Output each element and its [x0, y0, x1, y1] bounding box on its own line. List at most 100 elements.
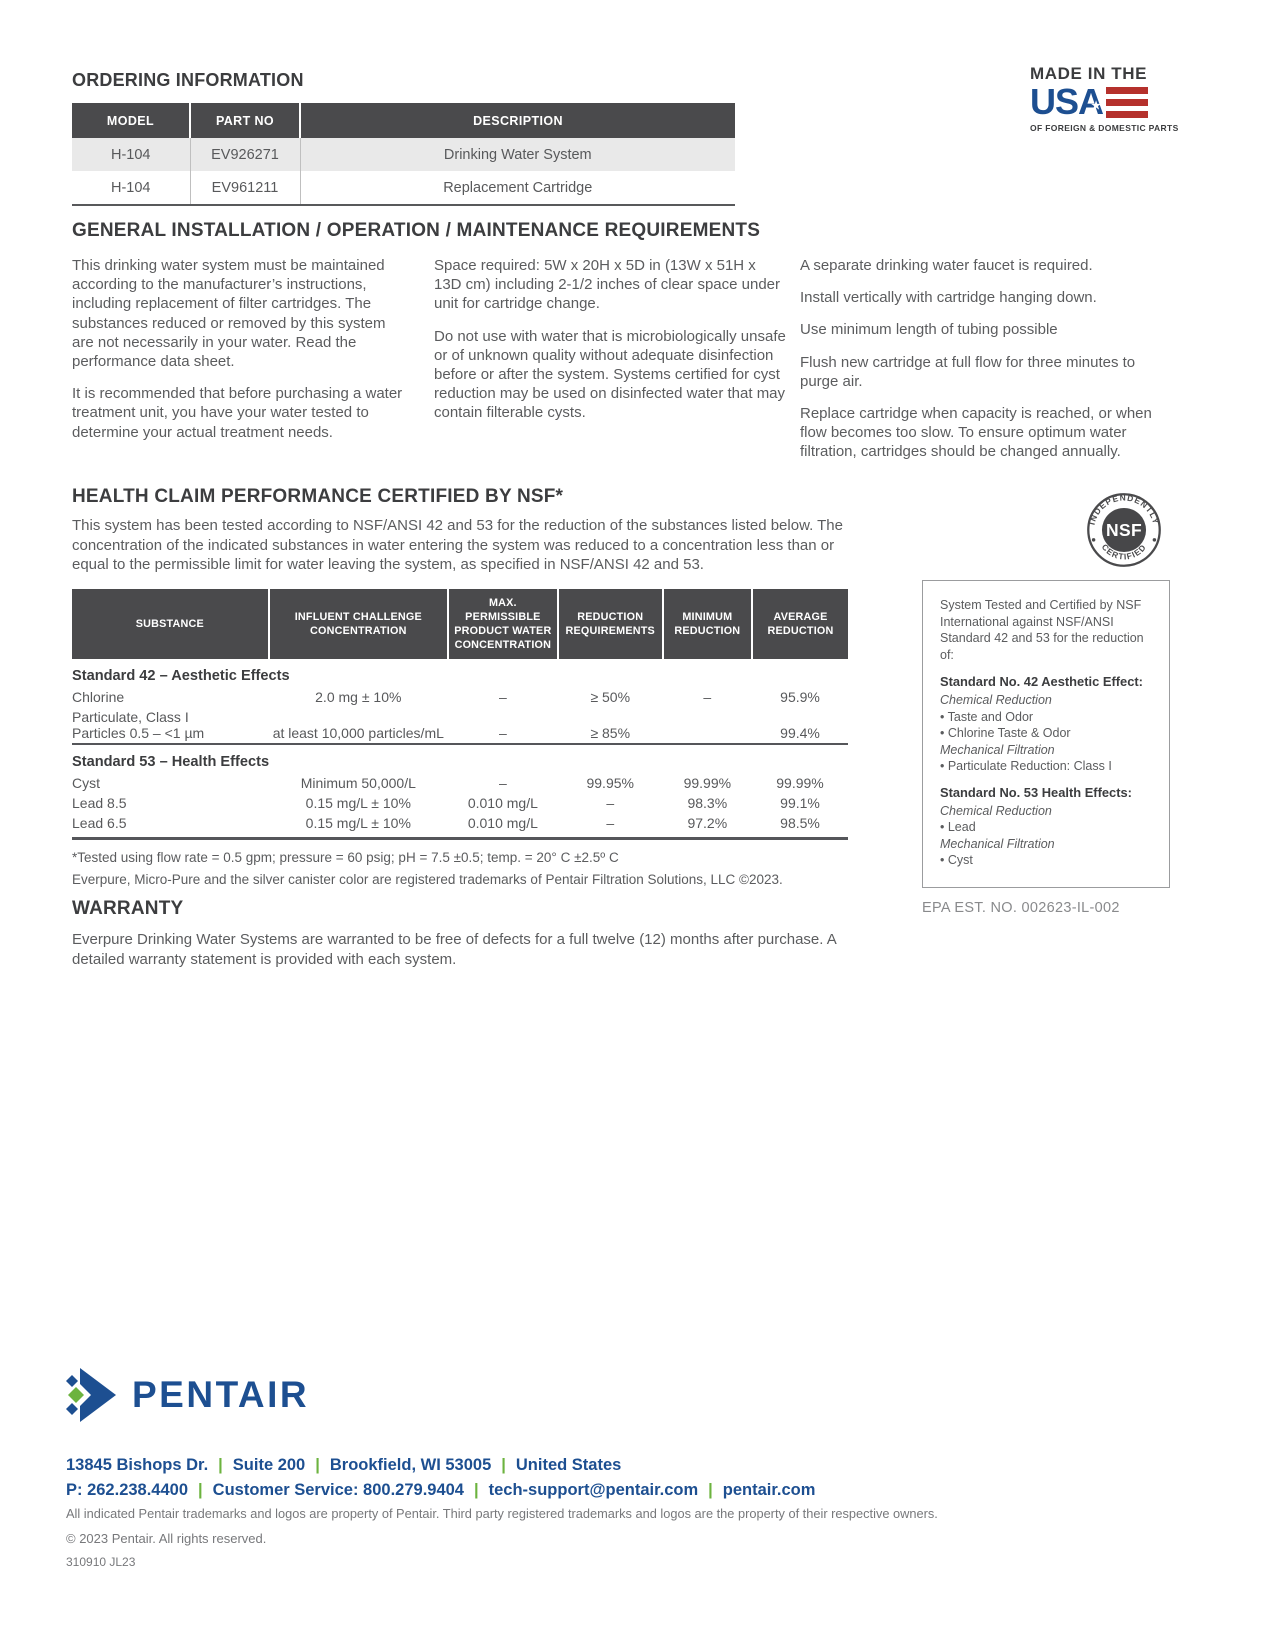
- table-row: H-104 EV961211 Replacement Cartridge: [72, 171, 735, 205]
- page-footer: PENTAIR 13845 Bishops Dr. | Suite 200 | Broo…: [66, 1366, 1216, 1569]
- document-code: 310910 JL23: [66, 1555, 136, 1569]
- table-cell: ≥ 50%: [590, 688, 631, 705]
- table-cell: –: [498, 688, 507, 705]
- substance-line: Lead 8.5: [72, 794, 127, 811]
- table-header-row: MODEL PART NO DESCRIPTION: [72, 103, 735, 138]
- usa-logo-word: USA ★: [1030, 81, 1104, 122]
- pentair-mark-icon: [66, 1368, 116, 1422]
- separator: |: [501, 1456, 506, 1474]
- separator: |: [315, 1456, 320, 1474]
- footer-copyright: © 2023 Pentair. All rights reserved.: [66, 1531, 267, 1546]
- table-cell: 99.99%: [683, 774, 732, 791]
- general-column-2: Space required: 5W x 20H x 5D in (13W x …: [434, 256, 786, 475]
- paragraph: A separate drinking water faucet is requ…: [800, 257, 1093, 274]
- table-row: Lead 6.5 0.15 mg/L ± 10% 0.010 mg/L – 97.2% 9…: [72, 813, 848, 839]
- table-cell: 98.5%: [780, 814, 820, 831]
- warranty-text: Everpure Drinking Water Systems are warr…: [72, 931, 836, 968]
- column-header: DESCRIPTION: [300, 103, 735, 138]
- pentair-logo: PENTAIR: [66, 1366, 1216, 1424]
- paragraph: Flush new cartridge at full flow for thr…: [800, 353, 1136, 390]
- table-row: Chlorine 2.0 mg ± 10% – ≥ 50% – 95.9%: [72, 687, 848, 707]
- health-claim-section: HEALTH CLAIM PERFORMANCE CERTIFIED BY NS…: [72, 486, 848, 887]
- paragraph: Install vertically with cartridge hangin…: [800, 289, 1097, 307]
- email-link[interactable]: tech-support@pentair.com: [488, 1481, 699, 1499]
- website-link[interactable]: pentair.com: [722, 1481, 816, 1499]
- footer-contact-line: P: 262.238.4400 | Customer Service: 800.27…: [66, 1481, 1216, 1500]
- separator: |: [198, 1481, 203, 1499]
- table-row: H-104 EV926271 Drinking Water System: [72, 138, 735, 171]
- test-conditions-footnote: *Tested using flow rate = 0.5 gpm; press…: [72, 849, 619, 865]
- nsf-item: • Chlorine Taste & Odor: [940, 726, 1071, 741]
- substance-cell: Particulate, Class I Particles 0.5 – <1 µ…: [72, 707, 269, 744]
- substance-line: Cyst: [72, 774, 100, 791]
- paragraph: Use minimum length of tubing possible: [800, 321, 1058, 339]
- ordering-information-section: ORDERING INFORMATION MODEL PART NO DESCRIP…: [72, 70, 735, 206]
- footer-item: United States: [515, 1456, 622, 1474]
- substance-line: Chlorine: [72, 688, 125, 705]
- table-cell: H-104: [72, 171, 191, 205]
- column-header: MODEL: [72, 103, 191, 138]
- performance-table: SUBSTANCE INFLUENT CHALLENGE CONCENTRATIO…: [72, 588, 848, 840]
- table-cell: –: [498, 724, 507, 741]
- table-row: Particulate, Class I Particles 0.5 – <1 µ…: [72, 707, 848, 744]
- group-label: Standard 53 – Health Effects: [72, 742, 848, 773]
- trademark-footnote: Everpure, Micro-Pure and the silver cani…: [72, 871, 783, 887]
- table-cell: EV926271: [190, 138, 301, 171]
- made-in-usa-logo: MADE IN THE USA ★ OF FOREIGN & DOMESTIC P…: [1030, 64, 1178, 133]
- group-label: Standard 42 – Aesthetic Effects: [72, 667, 290, 684]
- table-cell: 2.0 mg ± 10%: [315, 688, 402, 705]
- table-cell: 99.4%: [780, 724, 820, 741]
- usa-logo-middle: USA ★: [1030, 84, 1148, 120]
- footer-address-line: 13845 Bishops Dr. | Suite 200 | Brookfield, …: [66, 1456, 1216, 1475]
- footer-trademark-notice: All indicated Pentair trademarks and log…: [66, 1506, 938, 1521]
- table-cell: ≥ 85%: [590, 724, 631, 741]
- table-cell: –: [606, 814, 615, 831]
- nsf-item: Mechanical Filtration: [940, 836, 1055, 851]
- section-title-warranty: WARRANTY: [72, 898, 184, 919]
- nsf-item: Chemical Reduction: [940, 803, 1052, 818]
- badge-center-text: NSF: [1106, 520, 1142, 540]
- substance-line: Lead 6.5: [72, 814, 127, 831]
- nsf-certification-box: System Tested and Certified by NSF Inter…: [922, 580, 1170, 888]
- table-cell: 99.95%: [586, 774, 634, 791]
- footer-item: Suite 200: [232, 1456, 306, 1474]
- nsf-item: • Lead: [940, 820, 976, 835]
- table-cell: –: [498, 774, 507, 791]
- paragraph: It is recommended that before purchasing…: [72, 385, 403, 441]
- table-row: Lead 8.5 0.15 mg/L ± 10% 0.010 mg/L – 98.3% 9…: [72, 793, 848, 813]
- flag-stripes-icon: [1106, 86, 1148, 118]
- column-header: MAX. PERMISSIBLE PRODUCT WATER CONCENTRA…: [447, 588, 559, 659]
- column-header: REDUCTION REQUIREMENTS: [557, 588, 664, 659]
- nsf-item: Mechanical Filtration: [940, 742, 1055, 757]
- paragraph: Replace cartridge when capacity is reach…: [800, 404, 1152, 461]
- nsf-section-heading: Standard No. 53 Health Effects:: [940, 784, 1132, 800]
- substance-line: Particulate, Class I: [72, 708, 189, 725]
- general-column-1: This drinking water system must be maint…: [72, 256, 408, 475]
- table-cell: –: [606, 794, 615, 811]
- column-header: SUBSTANCE: [72, 588, 270, 659]
- nsf-item: • Cyst: [940, 853, 973, 868]
- nsf-certification-rail: INDEPENDENTLY CERTIFIED NSF System Teste…: [922, 492, 1170, 916]
- table-cell: at least 10,000 particles/mL: [272, 724, 444, 741]
- pentair-wordmark: PENTAIR: [132, 1374, 310, 1415]
- paragraph: This drinking water system must be maint…: [72, 257, 386, 370]
- substance-cell: Cyst: [72, 773, 269, 793]
- footer-item: P: 262.238.4400: [66, 1481, 189, 1499]
- paragraph: Do not use with water that is microbiolo…: [434, 327, 786, 422]
- column-header: PART NO: [190, 103, 301, 138]
- star-icon: ★: [1091, 100, 1101, 112]
- general-column-3: A separate drinking water faucet is requ…: [800, 256, 1160, 475]
- table-cell: 0.15 mg/L ± 10%: [305, 814, 411, 831]
- nsf-item: • Taste and Odor: [940, 709, 1034, 724]
- warranty-section: WARRANTY Everpure Drinking Water Systems…: [72, 898, 872, 969]
- footer-item: Brookfield, WI 53005: [329, 1456, 492, 1474]
- separator: |: [708, 1481, 713, 1499]
- table-cell: 0.15 mg/L ± 10%: [305, 794, 411, 811]
- nsf-section-heading: Standard No. 42 Aesthetic Effect:: [940, 674, 1143, 689]
- paragraph: Space required: 5W x 20H x 5D in (13W x …: [434, 257, 781, 313]
- substance-cell: Lead 6.5: [72, 813, 269, 839]
- table-cell: Replacement Cartridge: [443, 179, 593, 196]
- epa-establishment-number: EPA EST. NO. 002623-IL-002: [922, 899, 1120, 916]
- table-cell: –: [703, 688, 712, 705]
- table-cell: 95.9%: [780, 688, 820, 705]
